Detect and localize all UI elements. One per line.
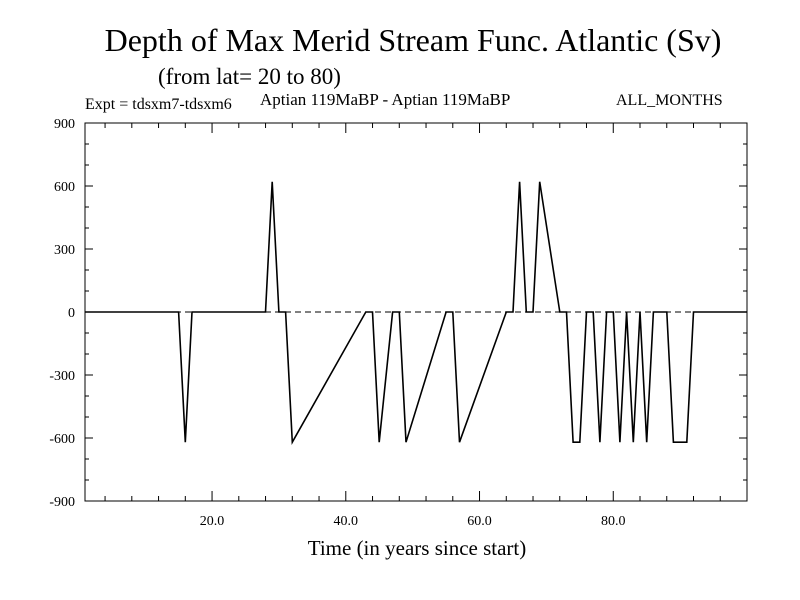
- y-tick-label: -600: [49, 432, 75, 447]
- y-tick-label: -900: [49, 495, 75, 510]
- experiment-label: Expt = tdsxm7-tdsxm6: [85, 96, 232, 113]
- chart-subtitle: (from lat= 20 to 80): [158, 64, 341, 89]
- y-tick-label: 0: [68, 306, 75, 321]
- x-tick-label: 80.0: [601, 514, 626, 529]
- series-line: [85, 181, 747, 445]
- x-axis-label: Time (in years since start): [307, 536, 527, 560]
- y-tick-label: 900: [54, 117, 75, 132]
- y-tick-label: -300: [49, 369, 75, 384]
- chart-title: Depth of Max Merid Stream Func. Atlantic…: [104, 22, 722, 58]
- x-tick-label: 40.0: [334, 514, 359, 529]
- y-tick-label: 600: [54, 180, 75, 195]
- x-tick-label: 60.0: [467, 514, 492, 529]
- months-label: ALL_MONTHS: [616, 92, 723, 109]
- x-tick-label: 20.0: [200, 514, 225, 529]
- run-comparison-label: Aptian 119MaBP - Aptian 119MaBP: [260, 90, 511, 109]
- y-tick-label: 300: [54, 243, 75, 258]
